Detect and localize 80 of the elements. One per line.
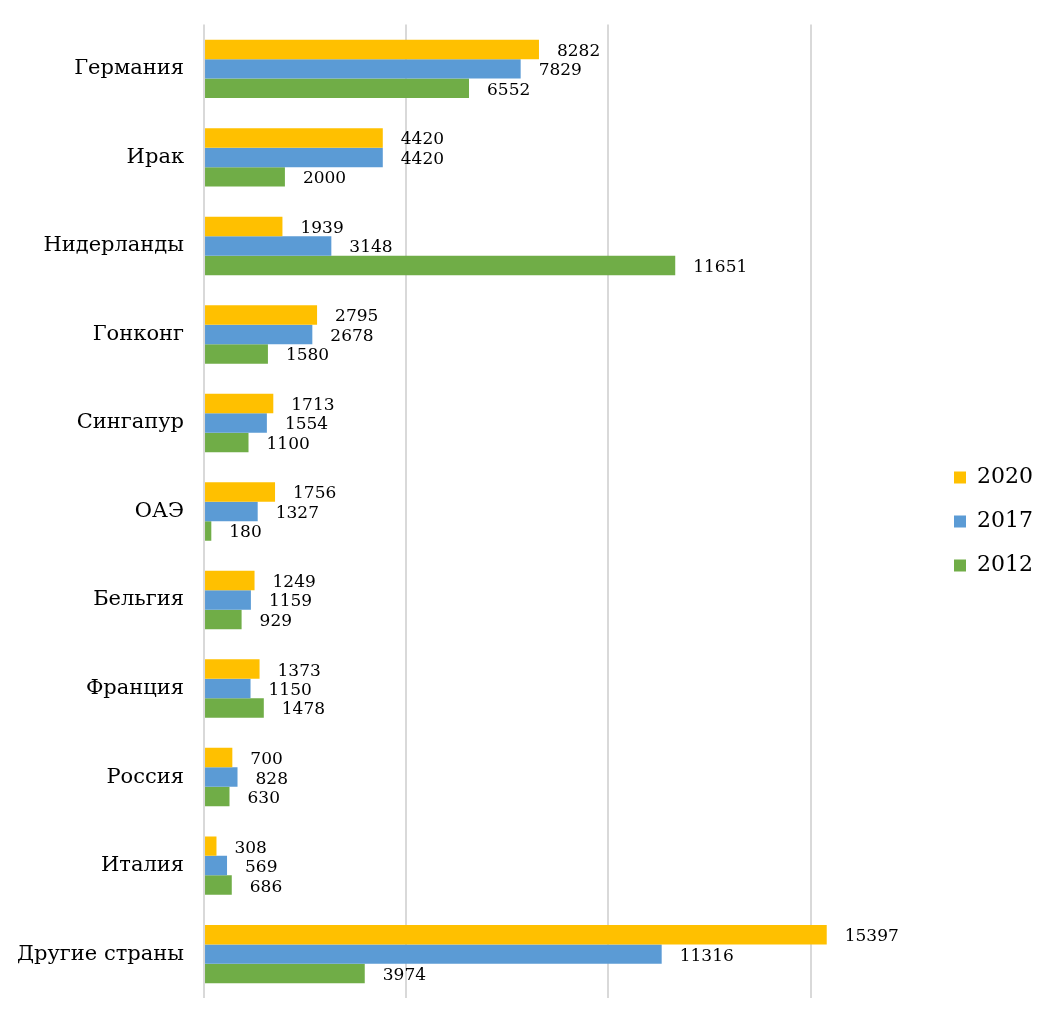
bar [205, 236, 332, 256]
y-tick-label: Другие страны [16, 940, 185, 965]
data-label: 1150 [268, 678, 312, 699]
data-label: 3974 [382, 964, 427, 985]
bar [205, 590, 251, 610]
y-tick-label: Ирак [126, 143, 185, 168]
bar [205, 393, 274, 414]
data-label: 1554 [284, 413, 329, 434]
bar [205, 147, 383, 168]
data-label: 308 [234, 836, 267, 857]
data-label: 180 [229, 521, 262, 542]
bar [205, 747, 233, 768]
y-tick-label: Гонконг [92, 320, 185, 345]
bar [205, 413, 267, 433]
data-label: 4420 [400, 128, 445, 149]
legend-label: 2012 [977, 551, 1034, 577]
data-label: 6552 [487, 78, 531, 99]
data-label: 1939 [300, 216, 344, 237]
data-label: 569 [245, 856, 278, 877]
data-label: 686 [249, 875, 283, 896]
y-tick-label: Франция [85, 675, 185, 700]
data-label: 700 [250, 748, 283, 769]
data-label: 2678 [330, 324, 374, 345]
bar [205, 609, 242, 630]
data-label: 1100 [266, 432, 310, 453]
bar [205, 521, 212, 541]
data-label: 3148 [349, 236, 393, 257]
data-label: 828 [255, 767, 288, 788]
data-label: 630 [247, 786, 280, 807]
bar [205, 344, 268, 364]
bar [205, 767, 238, 787]
bar [205, 963, 365, 984]
legend-label: 2017 [977, 507, 1034, 533]
data-label: 15397 [844, 925, 899, 946]
data-label: 1249 [272, 570, 316, 591]
y-tick-label: Бельгия [93, 586, 185, 611]
bar [205, 501, 258, 522]
y-tick-label: Россия [106, 763, 185, 788]
y-tick-label: Нидерланды [43, 232, 185, 257]
y-tick-label: Италия [100, 852, 185, 877]
bar [205, 855, 228, 876]
bar [205, 786, 230, 807]
y-tick-label: ОАЭ [134, 497, 185, 522]
bar [205, 924, 827, 945]
bar [205, 324, 313, 345]
data-label: 2795 [335, 305, 379, 326]
bar [205, 216, 283, 237]
bar [205, 570, 255, 591]
data-label: 7829 [538, 59, 582, 80]
y-tick-label: Германия [74, 55, 185, 80]
y-tick-label: Сингапур [76, 409, 185, 434]
data-label: 11651 [693, 255, 748, 276]
data-label: 1478 [281, 698, 326, 719]
legend-label: 2020 [977, 463, 1034, 489]
bar [205, 659, 260, 679]
bar [205, 678, 251, 699]
bar [205, 167, 285, 187]
bar [205, 875, 232, 895]
data-label: 11316 [679, 944, 734, 965]
data-label: 4420 [400, 147, 445, 168]
data-label: 1713 [291, 393, 335, 414]
data-label: 929 [259, 609, 293, 630]
bar [205, 59, 521, 79]
bar [205, 482, 276, 502]
bar [205, 128, 383, 148]
bar [205, 78, 470, 99]
data-label: 2000 [302, 167, 347, 188]
bar [205, 255, 676, 276]
bar [205, 305, 318, 325]
bar [205, 698, 264, 718]
data-label: 1327 [275, 501, 319, 522]
bar [205, 39, 539, 60]
bar [205, 836, 217, 856]
bar [205, 944, 662, 964]
data-label: 1373 [277, 659, 321, 680]
data-label: 1580 [285, 344, 330, 365]
data-label: 8282 [556, 39, 601, 60]
data-label: 1756 [293, 482, 337, 503]
bar [205, 432, 249, 453]
data-label: 1159 [268, 590, 313, 611]
